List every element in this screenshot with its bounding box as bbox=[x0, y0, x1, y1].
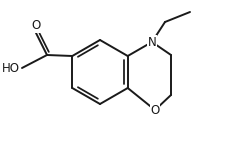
Text: HO: HO bbox=[2, 62, 20, 74]
Text: N: N bbox=[147, 36, 156, 48]
Text: O: O bbox=[150, 104, 159, 116]
Text: O: O bbox=[31, 19, 41, 32]
